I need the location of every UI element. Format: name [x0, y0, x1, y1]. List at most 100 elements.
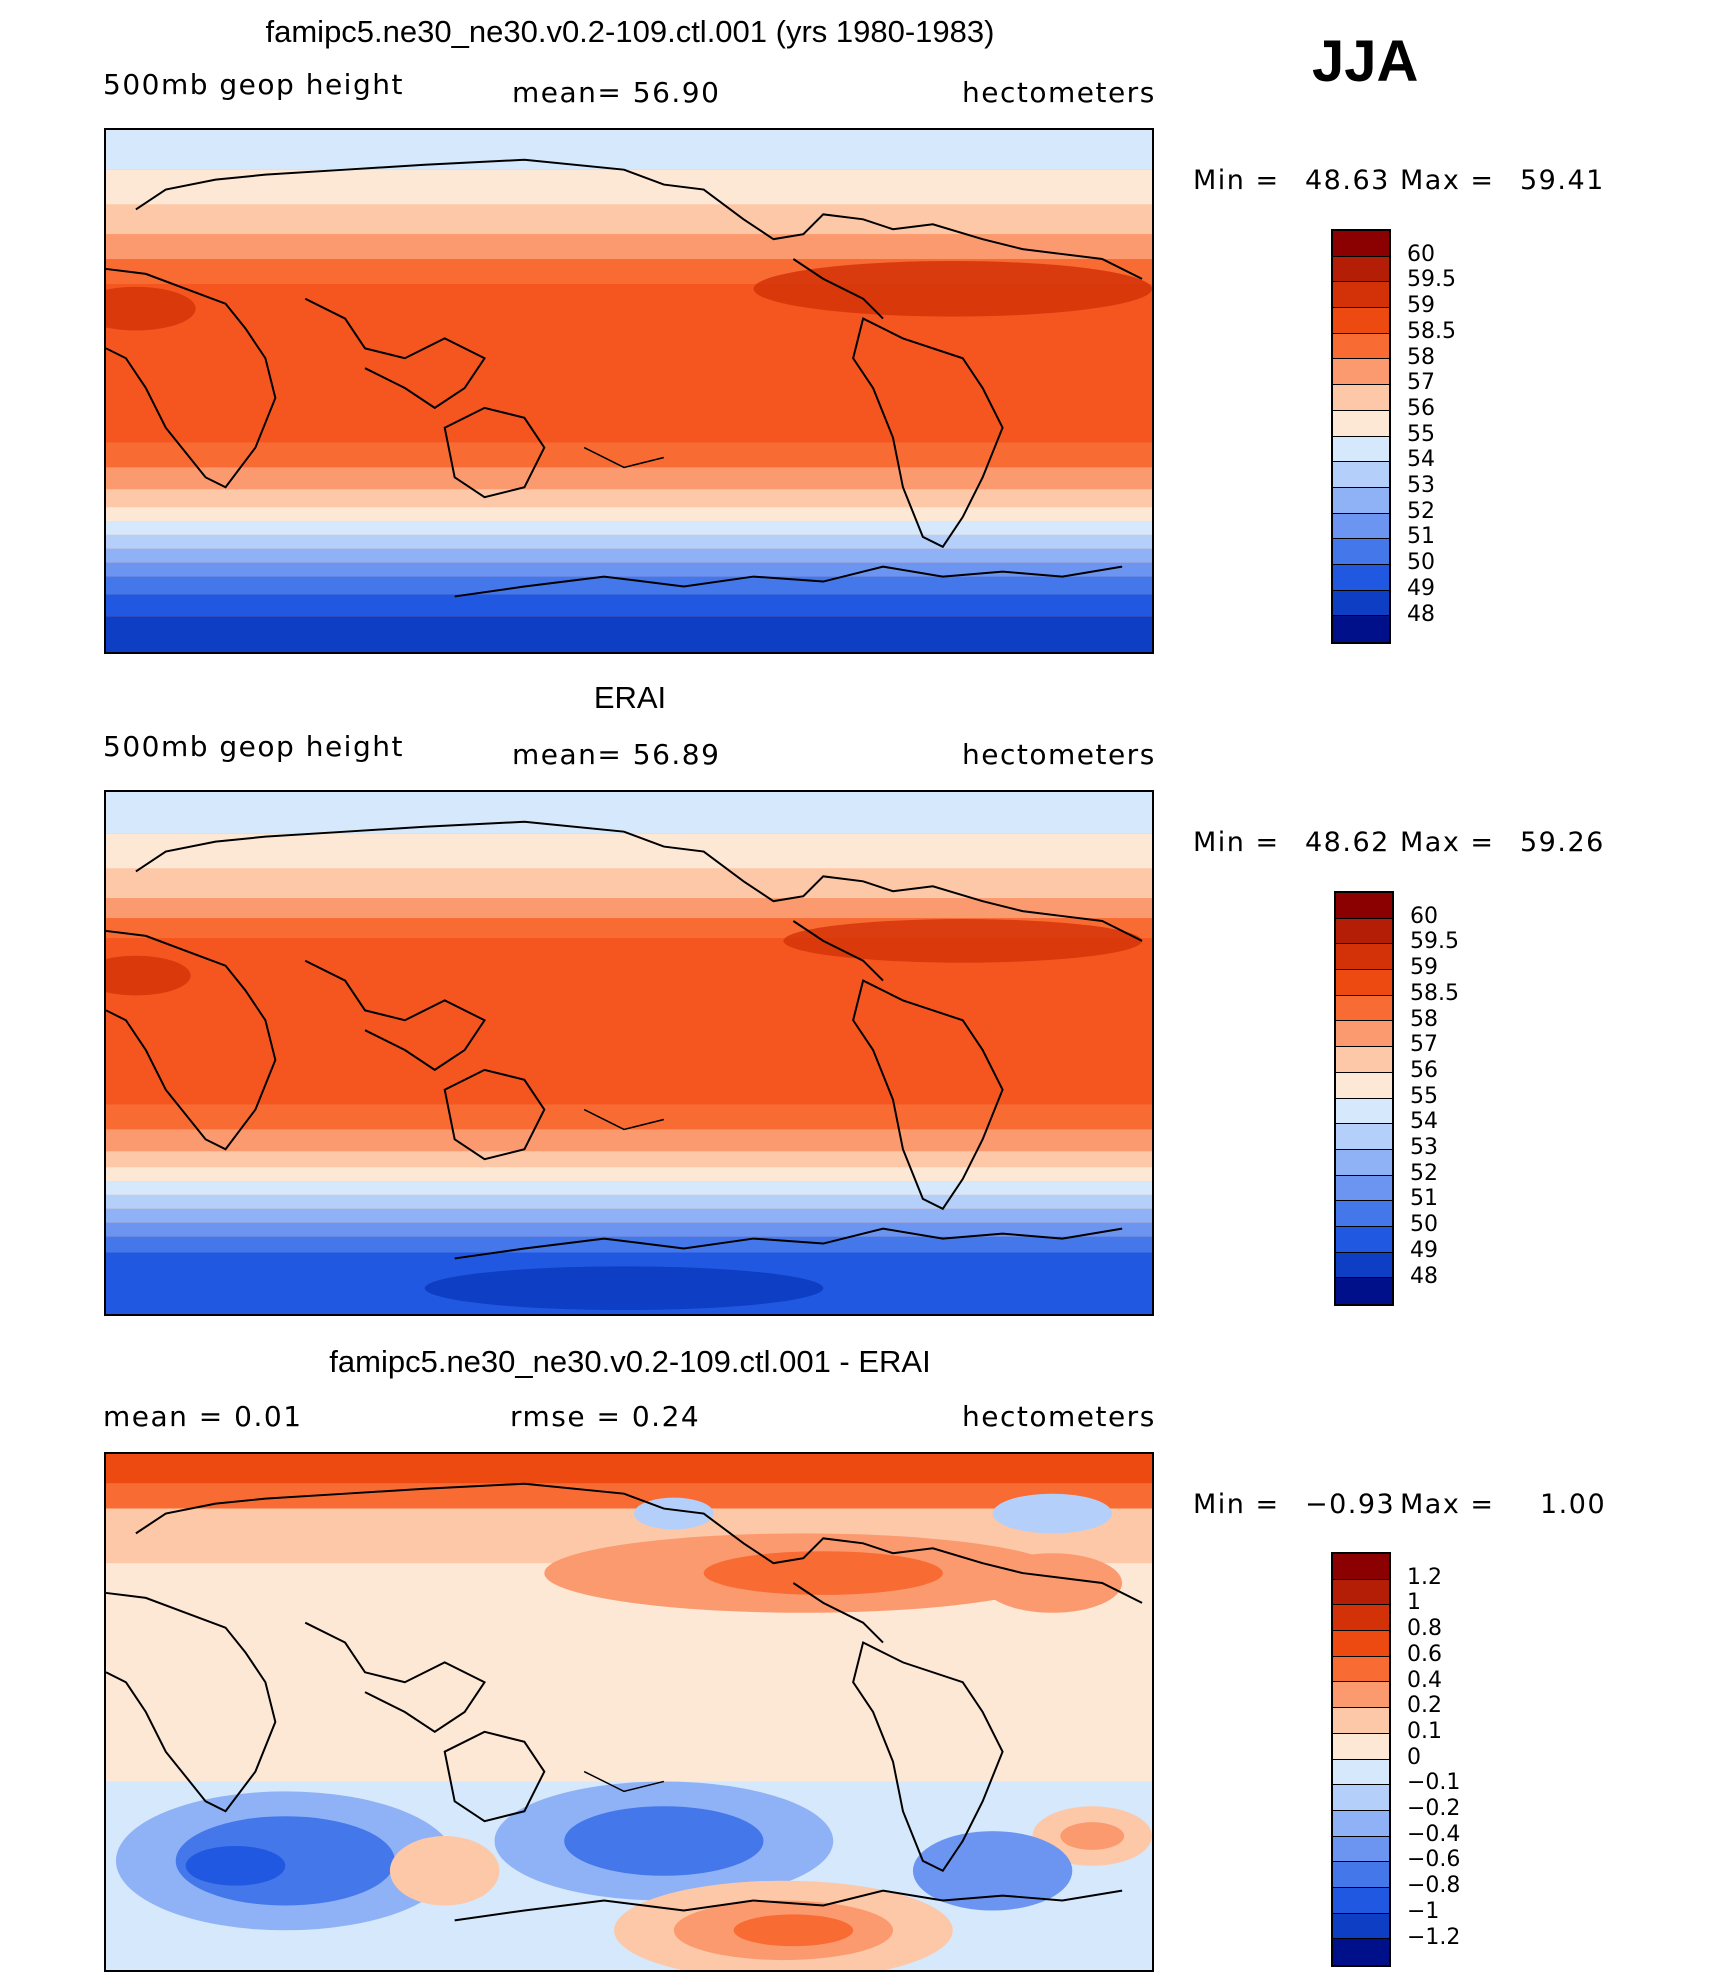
colorbar-tick-label: −1.2 — [1407, 1924, 1461, 1950]
band-south-8 — [106, 1222, 1152, 1237]
max-value-diff: 1.00 — [1540, 1489, 1607, 1520]
map-panel-obs — [104, 790, 1154, 1316]
colorbar-tick-label: 56 — [1410, 1057, 1438, 1083]
colorbar-obs — [1334, 891, 1394, 1306]
colorbar-tick-label: −0.1 — [1407, 1770, 1461, 1796]
colorbar-tick-label: −1 — [1407, 1898, 1440, 1924]
colorbar-swatch — [1333, 1939, 1389, 1965]
panel-title-diff: famipc5.ne30_ne30.v0.2-109.ctl.001 - ERA… — [329, 1344, 931, 1379]
colorbar-swatch — [1336, 1226, 1392, 1253]
band-south-7 — [106, 548, 1152, 563]
colorbar-tick-label: 50 — [1407, 550, 1435, 576]
colorbar-model — [1331, 229, 1391, 644]
colorbar-diff — [1331, 1552, 1391, 1967]
colorbar-swatch — [1336, 1201, 1392, 1227]
band-south-3 — [106, 1151, 1152, 1168]
contour-map-diff — [106, 1454, 1152, 1970]
band-north-3 — [106, 234, 1152, 260]
colorbar-swatch — [1333, 1836, 1389, 1863]
colorbar-swatch — [1336, 893, 1392, 919]
low-antarctic — [424, 1266, 824, 1311]
coastlines — [106, 820, 1143, 1260]
colorbar-swatch — [1333, 410, 1389, 437]
colorbar-tick-label: 1.2 — [1407, 1564, 1442, 1590]
panel-rmse-label-diff: rmse = 0.24 — [510, 1400, 701, 1433]
band-polar-north — [106, 792, 1152, 834]
colorbar-tick-label: 60 — [1410, 903, 1438, 929]
anom-atlantic-n — [982, 1553, 1123, 1613]
colorbar-tick-label: 0 — [1407, 1744, 1421, 1770]
colorbar-swatch — [1336, 1278, 1392, 1304]
colorbar-tick-label: 1 — [1407, 1590, 1421, 1616]
colorbar-tick-label: 48 — [1407, 601, 1435, 627]
panel-units-label-obs: hectometers — [962, 738, 1156, 771]
colorbar-swatch — [1333, 1708, 1389, 1734]
colorbar-swatch — [1333, 616, 1389, 642]
high-atlantic — [783, 919, 1143, 963]
panel-mean-label-diff: mean = 0.01 — [103, 1400, 303, 1433]
min-value-model: 48.63 — [1305, 165, 1390, 196]
colorbar-tick-label: 58.5 — [1407, 318, 1456, 344]
colorbar-swatch — [1336, 944, 1392, 971]
band-south-6 — [106, 1194, 1152, 1209]
colorbar-swatch — [1336, 970, 1392, 996]
panel-title-model: famipc5.ne30_ne30.v0.2-109.ctl.001 (yrs … — [265, 14, 995, 49]
colorbar-tick-label: 59 — [1407, 293, 1435, 319]
anom-pacific-s-core — [733, 1914, 854, 1947]
colorbar-swatch — [1333, 282, 1389, 309]
min-label-model: Min = — [1193, 165, 1280, 196]
colorbar-tick-label: 51 — [1407, 524, 1435, 550]
panel-units-label-diff: hectometers — [962, 1400, 1156, 1433]
high-africa — [106, 955, 191, 996]
colorbar-swatch — [1336, 1021, 1392, 1048]
colorbar-swatch — [1333, 487, 1389, 514]
colorbar-tick-label: 55 — [1407, 421, 1435, 447]
colorbar-tick-label: 56 — [1407, 395, 1435, 421]
colorbar-tick-label: 0.4 — [1407, 1667, 1442, 1693]
max-label-diff: Max = — [1400, 1489, 1495, 1520]
map-panel-model — [104, 128, 1154, 654]
anom-drake — [912, 1831, 1073, 1911]
band-south-1 — [106, 1104, 1152, 1130]
band-south-1 — [106, 442, 1152, 468]
anom-pacific-n-core — [703, 1551, 943, 1595]
band-south-6 — [106, 534, 1152, 549]
anom-greenland — [992, 1493, 1113, 1534]
contour-map-model — [106, 130, 1152, 652]
colorbar-tick-label: 49 — [1407, 575, 1435, 601]
colorbar-swatch — [1333, 385, 1389, 411]
panel-title-obs: ERAI — [593, 680, 667, 715]
min-value-diff: −0.93 — [1305, 1489, 1396, 1520]
colorbar-swatch — [1336, 995, 1392, 1022]
max-value-model: 59.41 — [1520, 165, 1605, 196]
colorbar-swatch — [1336, 1072, 1392, 1099]
max-label-model: Max = — [1400, 165, 1495, 196]
band-arctic-1 — [106, 1454, 1152, 1484]
colorbar-swatch — [1333, 436, 1389, 463]
anom-pacific-sw-core — [564, 1806, 764, 1876]
band-tropics — [106, 937, 1152, 1105]
colorbar-swatch — [1336, 1124, 1392, 1150]
colorbar-tick-label: 60 — [1407, 241, 1435, 267]
colorbar-swatch — [1333, 1759, 1389, 1786]
colorbar-swatch — [1333, 513, 1389, 540]
panel-mean-label-model: mean= 56.90 — [512, 76, 721, 109]
colorbar-swatch — [1333, 231, 1389, 257]
panel-mean-label-obs: mean= 56.89 — [512, 738, 721, 771]
colorbar-swatch — [1333, 1631, 1389, 1657]
band-south-5 — [106, 1181, 1152, 1195]
colorbar-tick-label: 57 — [1407, 370, 1435, 396]
colorbar-tick-label: −0.6 — [1407, 1847, 1461, 1873]
anom-midocean — [389, 1836, 500, 1906]
high-atlantic — [753, 260, 1152, 317]
coastlines — [106, 158, 1143, 598]
colorbar-tick-label: 57 — [1410, 1032, 1438, 1058]
colorbar-tick-label: 59.5 — [1410, 929, 1459, 955]
colorbar-swatch — [1333, 1862, 1389, 1888]
colorbar-swatch — [1333, 1656, 1389, 1683]
colorbar-tick-label: 52 — [1407, 498, 1435, 524]
colorbar-swatch — [1333, 1554, 1389, 1580]
map-panel-diff — [104, 1452, 1154, 1972]
band-north-2 — [106, 204, 1152, 235]
colorbar-tick-label: 49 — [1410, 1237, 1438, 1263]
